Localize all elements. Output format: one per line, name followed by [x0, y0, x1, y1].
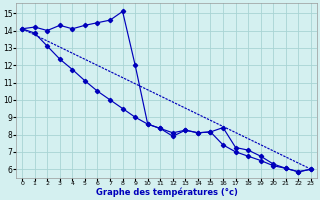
X-axis label: Graphe des températures (°c): Graphe des températures (°c): [96, 188, 237, 197]
